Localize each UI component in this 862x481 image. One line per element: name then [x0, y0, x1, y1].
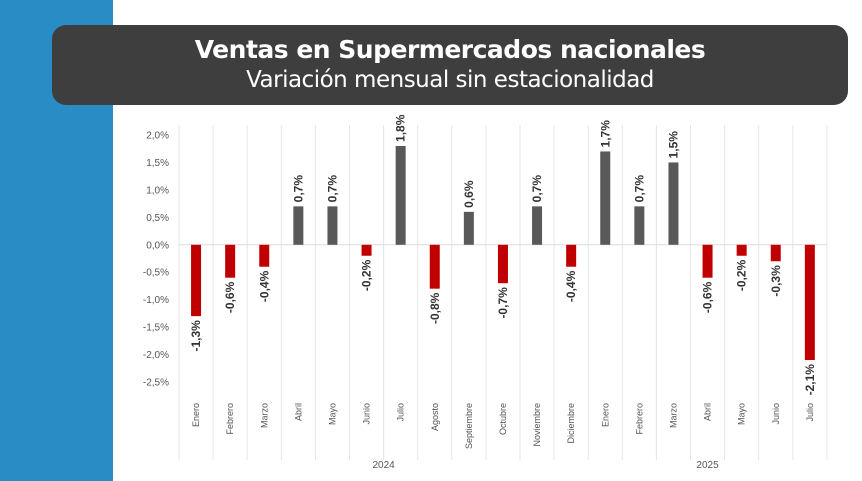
y-tick-label: 1,5% [146, 158, 169, 169]
y-tick-label: -1,0% [143, 295, 169, 306]
bar [361, 244, 372, 256]
bar [429, 244, 440, 289]
category-label: Junio [771, 403, 781, 425]
bar [804, 244, 815, 361]
value-label: -0,3% [769, 265, 783, 297]
value-label: 0,7% [325, 175, 339, 203]
value-label: -0,2% [360, 259, 374, 291]
category-label: Febrero [634, 403, 644, 435]
bar [225, 244, 236, 278]
value-label: -0,4% [564, 270, 578, 302]
bar [191, 244, 202, 317]
bar [497, 244, 508, 284]
value-label: -0,8% [428, 292, 442, 324]
value-label: -0,6% [701, 281, 715, 313]
value-label: 1,7% [598, 120, 612, 148]
category-label: Mayo [327, 403, 337, 425]
bar [566, 244, 577, 267]
bar [702, 244, 713, 278]
y-tick-label: 1,0% [146, 185, 169, 196]
bar [395, 145, 406, 245]
category-label: Septiembre [464, 403, 474, 449]
category-label: Mayo [737, 403, 747, 425]
bar [634, 206, 645, 245]
category-label: Junio [362, 403, 372, 425]
y-tick-label: 0,5% [146, 213, 169, 224]
bar [463, 211, 474, 245]
category-label: Enero [600, 403, 610, 427]
y-tick-label: -0,5% [143, 268, 169, 279]
value-label: -2,1% [803, 364, 817, 396]
y-tick-label: 2,0% [146, 131, 169, 142]
title-banner: Ventas en Supermercados nacionales Varia… [52, 25, 848, 105]
bar [600, 151, 611, 245]
bar [293, 206, 304, 245]
value-label: 0,6% [462, 180, 476, 208]
year-label: 2025 [696, 460, 719, 471]
value-label: 1,8% [394, 114, 408, 142]
category-label: Marzo [259, 403, 269, 428]
year-label: 2024 [372, 460, 395, 471]
value-label: 1,5% [666, 131, 680, 159]
category-label: Marzo [668, 403, 678, 428]
category-label: Abril [293, 403, 303, 421]
value-label: -0,4% [257, 270, 271, 302]
bar [736, 244, 747, 256]
category-label: Abril [703, 403, 713, 421]
bar [327, 206, 338, 245]
y-tick-label: 0,0% [146, 240, 169, 251]
category-label: Julio [805, 403, 815, 422]
category-label: Febrero [225, 403, 235, 435]
value-label: 0,7% [291, 175, 305, 203]
y-tick-label: -2,5% [143, 378, 169, 389]
value-label: 0,7% [530, 175, 544, 203]
value-label: -0,7% [496, 287, 510, 319]
bar [668, 162, 679, 245]
category-label: Julio [396, 403, 406, 422]
category-label: Enero [191, 403, 201, 427]
y-tick-label: -1,5% [143, 323, 169, 334]
chart-title: Ventas en Supermercados nacionales [194, 35, 706, 64]
category-label: Agosto [430, 403, 440, 431]
bar [259, 244, 270, 267]
value-label: -0,2% [735, 259, 749, 291]
bar [770, 244, 781, 262]
category-label: Octubre [498, 403, 508, 435]
y-tick-label: -2,0% [143, 350, 169, 361]
category-label: Diciembre [566, 403, 576, 444]
category-label: Noviembre [532, 403, 542, 447]
chart-subtitle: Variación mensual sin estacionalidad [246, 67, 654, 93]
value-label: 0,7% [632, 175, 646, 203]
value-label: -0,6% [223, 281, 237, 313]
value-label: -1,3% [189, 320, 203, 352]
bar [532, 206, 543, 245]
